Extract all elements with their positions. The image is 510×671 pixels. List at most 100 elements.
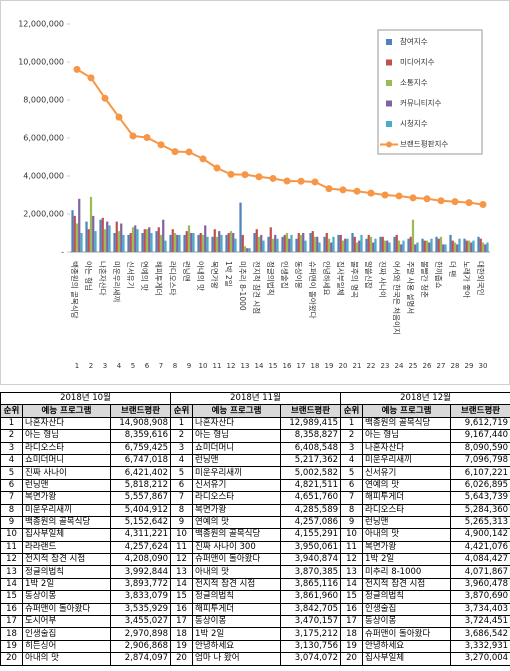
header-row: 순위 예능 프로그램 브랜드평판 순위 예능 프로그램 브랜드평판 순위 예능 프로그램 브랜드…: [0, 404, 510, 418]
x-tick-label: 아는 형님: [84, 261, 94, 291]
brand-score: 3,455,027: [109, 615, 172, 629]
bar: [185, 231, 188, 252]
bar: [365, 238, 368, 252]
bar: [400, 244, 403, 252]
x-tick-number: 14: [255, 362, 264, 370]
program: 라디오스타: [22, 441, 111, 455]
brand-score: 2,906,868: [109, 639, 172, 654]
program: 런닝맨: [192, 453, 282, 468]
y-tick-label: 10,000,000: [18, 58, 64, 67]
line-marker: [269, 174, 277, 182]
bar: [131, 227, 135, 252]
legend-label: 브랜드평판지수: [400, 139, 448, 149]
rank: 11: [170, 540, 194, 555]
brand-score: 3,861,960: [280, 590, 342, 604]
bar: [255, 229, 258, 252]
bar: [437, 238, 440, 252]
rank: 15: [340, 590, 364, 604]
rank: 8: [0, 503, 23, 517]
program: 백종원의 골목식당: [192, 528, 282, 542]
table-row: 4 쇼미더머니 6,747,018 4 런닝맨 5,217,362 4 미운우리새끼 7,096…: [0, 453, 510, 468]
bar: [281, 236, 284, 252]
x-tick-number: 17: [297, 362, 306, 370]
rank: 20: [170, 652, 194, 666]
bar: [134, 225, 137, 252]
x-tick-label: 슈퍼맨이 돌아왔다: [308, 261, 318, 319]
x-tick-number: 20: [339, 362, 348, 370]
bar: [358, 240, 361, 252]
column-header: 브랜드평판: [450, 404, 510, 418]
brand-score: 6,747,018: [109, 453, 172, 468]
brand-score: 4,285,589: [280, 503, 342, 517]
brand-score: 4,311,221: [109, 528, 172, 542]
program: 신서유기: [192, 478, 282, 493]
program: 신서유기: [362, 466, 452, 480]
x-tick-label: 미추리 8-1000: [238, 261, 247, 311]
bar: [267, 236, 270, 252]
bar: [407, 238, 410, 252]
bar: [327, 238, 331, 252]
bar: [108, 225, 111, 252]
line-marker: [143, 133, 151, 141]
x-tick-number: 29: [465, 362, 474, 370]
line-marker: [353, 187, 361, 195]
table-row: 13 정글의법칙 3,992,844 13 아내의 맛 3,870,385 13 미추리 8-…: [0, 565, 510, 579]
bar: [169, 234, 172, 252]
rank: 12: [0, 553, 23, 567]
table-body: 2018년 10월 2018년 11월 2018년 12월 순위 예능 프로그램 브랜드평…: [0, 391, 510, 666]
line-marker: [325, 185, 333, 193]
rank: 11: [0, 540, 23, 555]
legend-label: 소통지수: [400, 78, 428, 87]
rank: 3: [170, 441, 194, 455]
x-tick-number: 26: [423, 362, 432, 370]
x-tick-label: 진짜 사나이: [378, 261, 388, 298]
program: 복면가왕: [192, 503, 282, 517]
x-tick-number: 10: [199, 362, 208, 370]
line-marker: [311, 178, 319, 186]
program: 미운우리새끼: [22, 503, 111, 517]
x-tick-label: 대한외국인: [476, 261, 486, 296]
bar: [325, 233, 328, 252]
bar: [283, 234, 286, 252]
table-row: 5 진짜 사나이 6,421,402 5 미운우리새끼 5,002,582 5 신서유기 6,1…: [0, 466, 510, 480]
bar: [117, 231, 121, 252]
x-tick-number: 1: [75, 362, 79, 370]
brand-score: 2,970,898: [109, 627, 172, 641]
rank: 9: [0, 515, 23, 530]
bar: [369, 236, 373, 252]
legend-swatch: [386, 141, 392, 148]
program: 미운우리새끼: [192, 466, 282, 480]
program: 아는 형님: [192, 429, 282, 443]
bar: [423, 240, 426, 252]
column-header: 예능 프로그램: [192, 404, 282, 418]
bar: [302, 233, 305, 252]
brand-score: 6,026,895: [450, 478, 510, 493]
bar: [372, 242, 375, 252]
rank: 19: [340, 639, 364, 654]
program: 나혼자산다: [192, 416, 282, 431]
brand-score: 3,833,079: [109, 590, 172, 604]
bar: [248, 248, 251, 252]
bar: [444, 244, 447, 252]
bar: [271, 238, 275, 252]
program: 라디오스타: [192, 491, 282, 505]
rank: 12: [170, 553, 194, 567]
bar: [472, 240, 475, 252]
line-marker: [227, 170, 235, 178]
rank: 8: [170, 503, 194, 517]
bar: [374, 238, 377, 252]
bar: [402, 240, 405, 252]
bar: [299, 234, 303, 252]
bar: [318, 242, 321, 252]
bar: [465, 240, 468, 252]
bar: [341, 240, 345, 252]
y-tick-label: -: [61, 248, 64, 257]
rank: 5: [170, 466, 194, 480]
line-marker: [479, 201, 487, 208]
bar: [339, 234, 342, 252]
brand-score: 7,096,798: [450, 453, 510, 468]
bar: [113, 233, 116, 252]
legend-label: 미디어지수: [400, 57, 435, 67]
table-row: 11 라라랜드 4,257,624 11 진짜 사나이 300 3,950,061 11 복면…: [0, 540, 510, 555]
rank: 19: [0, 639, 23, 654]
